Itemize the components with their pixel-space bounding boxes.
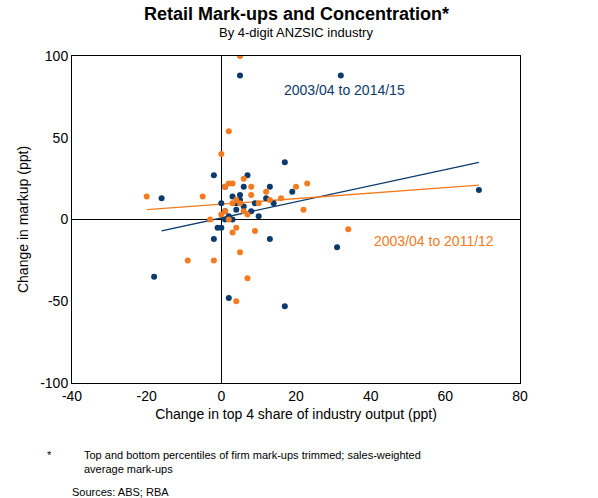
svg-text:-20: -20	[137, 388, 157, 404]
svg-text:Change in top 4 share of indus: Change in top 4 share of industry output…	[155, 406, 437, 422]
svg-text:2003/04 to 2014/15: 2003/04 to 2014/15	[284, 82, 405, 98]
svg-text:50: 50	[53, 130, 69, 146]
svg-text:0: 0	[217, 388, 225, 404]
svg-text:Sources: ABS; RBA: Sources: ABS; RBA	[72, 486, 169, 498]
svg-text:0: 0	[60, 211, 68, 227]
svg-text:Top and bottom percentiles of: Top and bottom percentiles of firm mark-…	[84, 449, 421, 475]
svg-text:80: 80	[512, 388, 528, 404]
svg-text:100: 100	[45, 48, 69, 64]
svg-text:20: 20	[288, 388, 304, 404]
svg-text:-100: -100	[40, 375, 68, 391]
svg-text:*: *	[47, 449, 52, 461]
svg-text:-50: -50	[48, 293, 68, 309]
svg-text:By 4-digit ANZSIC industry: By 4-digit ANZSIC industry	[219, 25, 373, 40]
svg-text:40: 40	[363, 388, 379, 404]
svg-text:Retail Mark-ups and Concentrat: Retail Mark-ups and Concentration*	[144, 4, 449, 24]
svg-text:-40: -40	[62, 388, 82, 404]
svg-text:Change in markup (ppt): Change in markup (ppt)	[15, 146, 31, 293]
svg-text:2003/04 to 2011/12: 2003/04 to 2011/12	[374, 233, 494, 249]
svg-text:60: 60	[438, 388, 454, 404]
